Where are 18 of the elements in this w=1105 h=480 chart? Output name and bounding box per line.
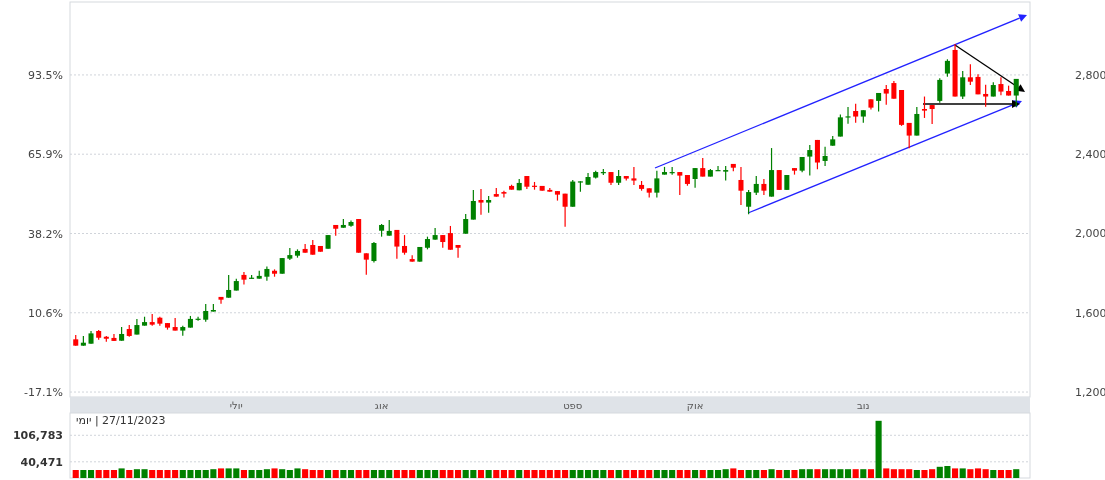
annotation: 27/11/2023 | יומי	[76, 414, 166, 427]
x-tick-label: ספט	[563, 400, 583, 411]
y-tick-label: 2,000	[1075, 227, 1105, 241]
y-tick-label: 1,200	[1075, 386, 1105, 400]
y2-tick-label: 10.6%	[28, 306, 63, 320]
y-tick-label: 40,471	[20, 455, 63, 469]
y2-tick-label: 93.5%	[28, 69, 63, 83]
y-tick-label: 106,783	[12, 429, 63, 443]
x-tick-label: אוג	[374, 400, 389, 411]
x-tick-label: יולי	[229, 400, 243, 411]
x-tick-label: נוב	[857, 400, 870, 411]
y2-tick-label: 38.2%	[28, 227, 63, 241]
y-tick-label: 1,600	[1075, 306, 1105, 320]
y-tick-label: 2,400	[1075, 148, 1105, 162]
x-tick-label: אוק	[686, 400, 704, 411]
y-tick-label: 2,800	[1075, 68, 1105, 82]
y2-tick-label: -17.1%	[24, 386, 63, 400]
y2-tick-label: 65.9%	[28, 148, 63, 162]
